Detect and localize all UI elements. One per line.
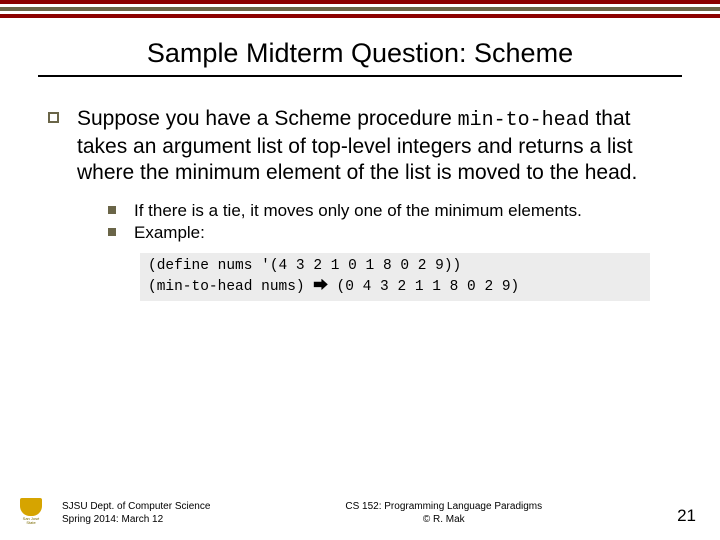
code-line: (min-to-head nums) bbox=[148, 279, 313, 295]
bullet-icon bbox=[48, 112, 59, 123]
title-underline bbox=[38, 75, 682, 77]
arrow-icon: ⮕ bbox=[313, 278, 328, 294]
logo-caption: San José State bbox=[18, 517, 44, 525]
sub-text: If there is a tie, it moves only one of … bbox=[134, 201, 582, 221]
inline-code: min-to-head bbox=[458, 109, 590, 132]
university-logo: San José State bbox=[18, 496, 44, 526]
code-block: (define nums '(4 3 2 1 0 1 8 0 2 9)) (mi… bbox=[140, 253, 650, 301]
page-number: 21 bbox=[677, 506, 696, 526]
sub-bullet-list: If there is a tie, it moves only one of … bbox=[108, 201, 672, 243]
bullet-icon bbox=[108, 228, 116, 236]
title-area: Sample Midterm Question: Scheme bbox=[0, 38, 720, 77]
footer-author: © R. Mak bbox=[210, 513, 677, 526]
sub-bullet-item: Example: bbox=[108, 223, 672, 243]
top-stripe-group bbox=[0, 0, 720, 18]
footer-dept: SJSU Dept. of Computer Science bbox=[62, 500, 210, 513]
slide-body: Suppose you have a Scheme procedure min-… bbox=[48, 106, 672, 301]
footer-course: CS 152: Programming Language Paradigms bbox=[210, 500, 677, 513]
sub-text: Example: bbox=[134, 223, 205, 243]
footer-center: CS 152: Programming Language Paradigms ©… bbox=[210, 500, 677, 526]
text: Suppose you have a Scheme procedure bbox=[77, 107, 458, 130]
shield-icon bbox=[20, 498, 42, 516]
footer-date: Spring 2014: March 12 bbox=[62, 513, 210, 526]
sub-bullet-item: If there is a tie, it moves only one of … bbox=[108, 201, 672, 221]
footer: San José State SJSU Dept. of Computer Sc… bbox=[18, 496, 696, 526]
code-line: (0 4 3 2 1 1 8 0 2 9) bbox=[328, 279, 519, 295]
main-paragraph: Suppose you have a Scheme procedure min-… bbox=[77, 106, 672, 187]
bullet-icon bbox=[108, 206, 116, 214]
stripe bbox=[0, 14, 720, 18]
footer-left: SJSU Dept. of Computer Science Spring 20… bbox=[62, 500, 210, 526]
slide-title: Sample Midterm Question: Scheme bbox=[0, 38, 720, 69]
bullet-item: Suppose you have a Scheme procedure min-… bbox=[48, 106, 672, 187]
code-line: (define nums '(4 3 2 1 0 1 8 0 2 9)) bbox=[148, 258, 461, 274]
